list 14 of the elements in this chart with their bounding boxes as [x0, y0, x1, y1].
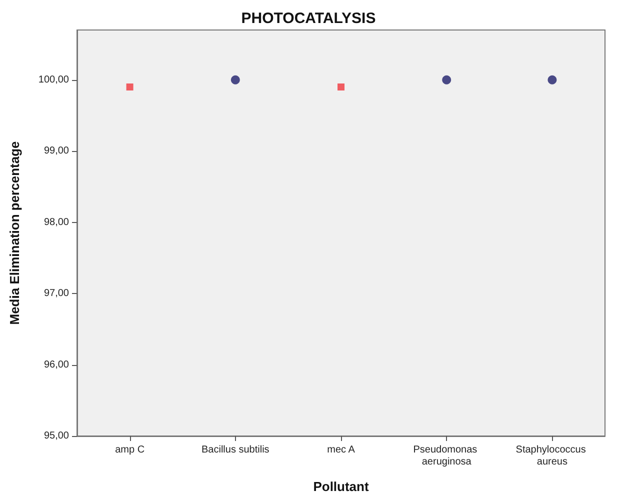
x-tick-label: amp C [115, 444, 145, 456]
x-axis-title: Pollutant [313, 479, 370, 494]
y-tick-label: 98,00 [44, 216, 70, 228]
y-tick-label: 96,00 [44, 359, 70, 370]
x-tick-label: Staphylococcus aureus [516, 444, 589, 468]
y-tick-label: 99,00 [44, 146, 70, 157]
x-tick-label: mec A [327, 444, 356, 456]
y-tick-label: 95,00 [44, 430, 70, 442]
y-tick-label: 97,00 [44, 288, 70, 300]
x-tick-label: Bacillus subtilis [201, 444, 270, 456]
chart-title: PHOTOCATALYSIS [241, 10, 376, 27]
y-tick-label: 100,00 [38, 74, 70, 86]
x-tick-label: Pseudomonas aeruginosa [413, 444, 480, 468]
y-axis-title: Media Elimination percentage [7, 141, 22, 325]
